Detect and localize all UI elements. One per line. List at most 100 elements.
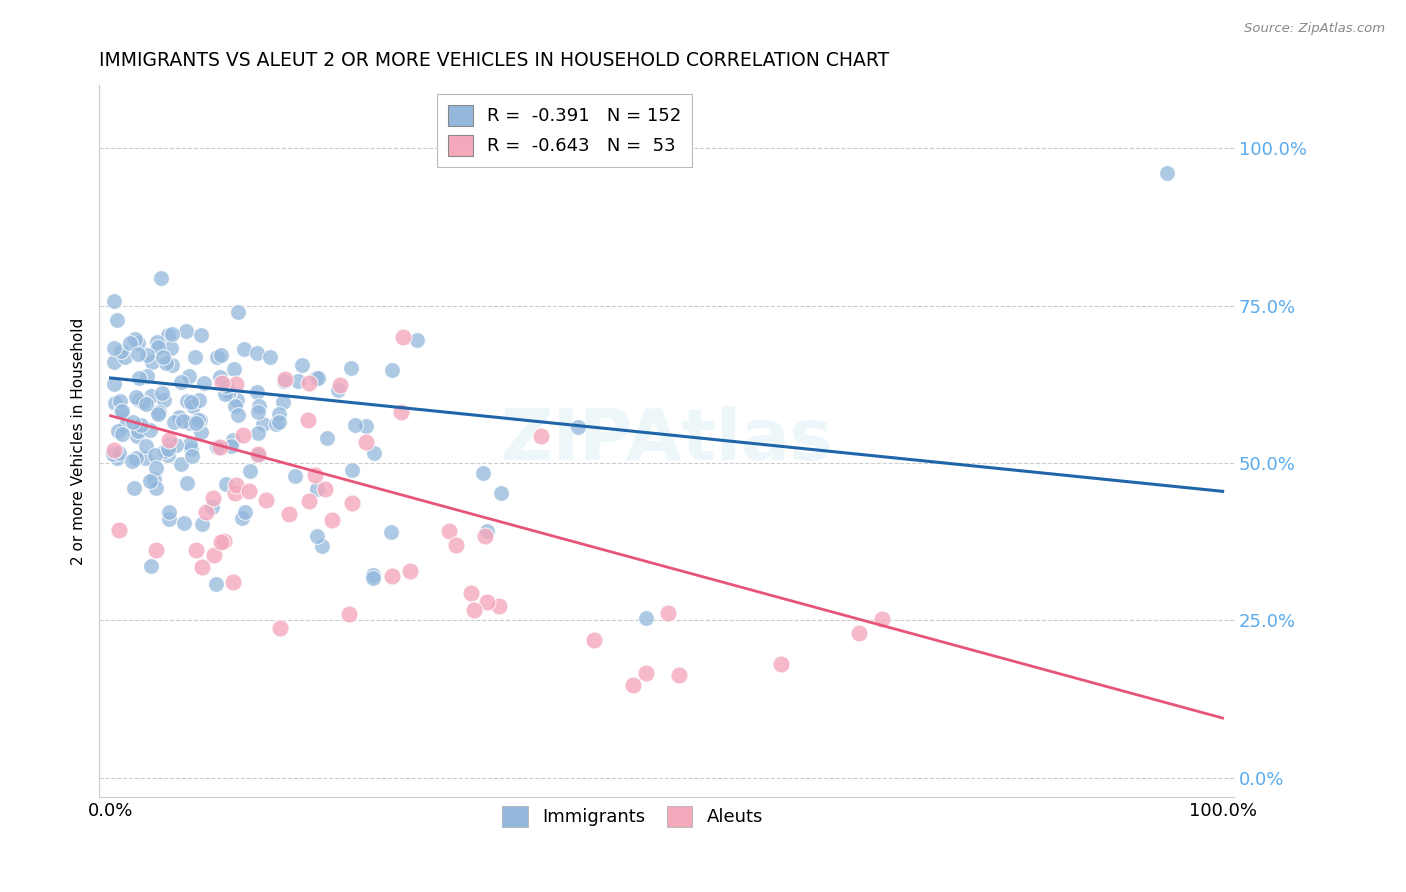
Point	[139, 423, 162, 437]
Y-axis label: 2 or more Vehicles in Household: 2 or more Vehicles in Household	[72, 318, 86, 565]
Point	[489, 486, 512, 500]
Point	[153, 444, 176, 458]
Point	[205, 577, 228, 591]
Point	[194, 505, 217, 519]
Point	[179, 437, 201, 451]
Point	[211, 376, 233, 391]
Point	[127, 425, 149, 439]
Point	[193, 376, 215, 391]
Point	[246, 346, 269, 360]
Point	[621, 678, 644, 692]
Point	[172, 414, 194, 428]
Point	[181, 449, 204, 463]
Point	[224, 485, 246, 500]
Point	[356, 435, 378, 450]
Point	[134, 451, 156, 466]
Point	[530, 429, 553, 443]
Point	[398, 565, 420, 579]
Point	[233, 343, 256, 357]
Point	[472, 466, 495, 480]
Point	[205, 440, 228, 454]
Point	[191, 560, 214, 574]
Point	[239, 464, 262, 478]
Point	[340, 463, 363, 477]
Point	[125, 429, 148, 443]
Point	[135, 396, 157, 410]
Point	[254, 493, 277, 508]
Text: ZIPAtlas: ZIPAtlas	[501, 407, 832, 475]
Point	[141, 389, 163, 403]
Point	[354, 419, 377, 434]
Point	[165, 438, 187, 452]
Point	[122, 481, 145, 495]
Point	[128, 393, 150, 408]
Point	[176, 394, 198, 409]
Point	[582, 632, 605, 647]
Point	[381, 568, 404, 582]
Point	[218, 384, 240, 399]
Point	[127, 335, 149, 350]
Point	[169, 375, 191, 389]
Point	[184, 416, 207, 430]
Text: IMMIGRANTS VS ALEUT 2 OR MORE VEHICLES IN HOUSEHOLD CORRELATION CHART: IMMIGRANTS VS ALEUT 2 OR MORE VEHICLES I…	[100, 51, 890, 70]
Point	[225, 376, 247, 391]
Point	[200, 500, 222, 515]
Point	[238, 483, 260, 498]
Point	[209, 370, 232, 384]
Point	[124, 332, 146, 346]
Point	[122, 415, 145, 429]
Point	[437, 524, 460, 538]
Point	[668, 668, 690, 682]
Point	[247, 399, 270, 413]
Point	[214, 477, 236, 491]
Point	[103, 443, 125, 458]
Point	[474, 528, 496, 542]
Point	[188, 412, 211, 426]
Point	[153, 393, 176, 408]
Point	[269, 621, 291, 635]
Point	[190, 425, 212, 440]
Point	[274, 372, 297, 386]
Point	[311, 539, 333, 553]
Point	[769, 657, 792, 671]
Point	[103, 447, 125, 461]
Point	[173, 516, 195, 530]
Point	[337, 607, 360, 621]
Point	[224, 361, 246, 376]
Point	[176, 475, 198, 490]
Point	[110, 403, 132, 417]
Point	[363, 446, 385, 460]
Point	[342, 496, 364, 510]
Point	[343, 418, 366, 433]
Point	[361, 567, 384, 582]
Point	[389, 405, 412, 419]
Point	[307, 370, 329, 384]
Point	[463, 602, 485, 616]
Point	[361, 571, 384, 585]
Point	[1156, 166, 1178, 180]
Point	[304, 468, 326, 483]
Point	[290, 358, 312, 372]
Point	[177, 369, 200, 384]
Point	[315, 431, 337, 445]
Point	[121, 454, 143, 468]
Point	[108, 523, 131, 537]
Point	[209, 534, 232, 549]
Point	[246, 385, 269, 400]
Point	[159, 437, 181, 451]
Point	[103, 294, 125, 309]
Point	[124, 390, 146, 404]
Point	[111, 404, 134, 418]
Point	[103, 355, 125, 369]
Point	[110, 343, 132, 358]
Point	[381, 363, 404, 377]
Point	[114, 418, 136, 433]
Point	[179, 417, 201, 431]
Point	[174, 325, 197, 339]
Point	[314, 483, 336, 497]
Point	[307, 529, 329, 543]
Point	[870, 612, 893, 626]
Point	[246, 426, 269, 441]
Point	[212, 534, 235, 549]
Point	[271, 395, 294, 409]
